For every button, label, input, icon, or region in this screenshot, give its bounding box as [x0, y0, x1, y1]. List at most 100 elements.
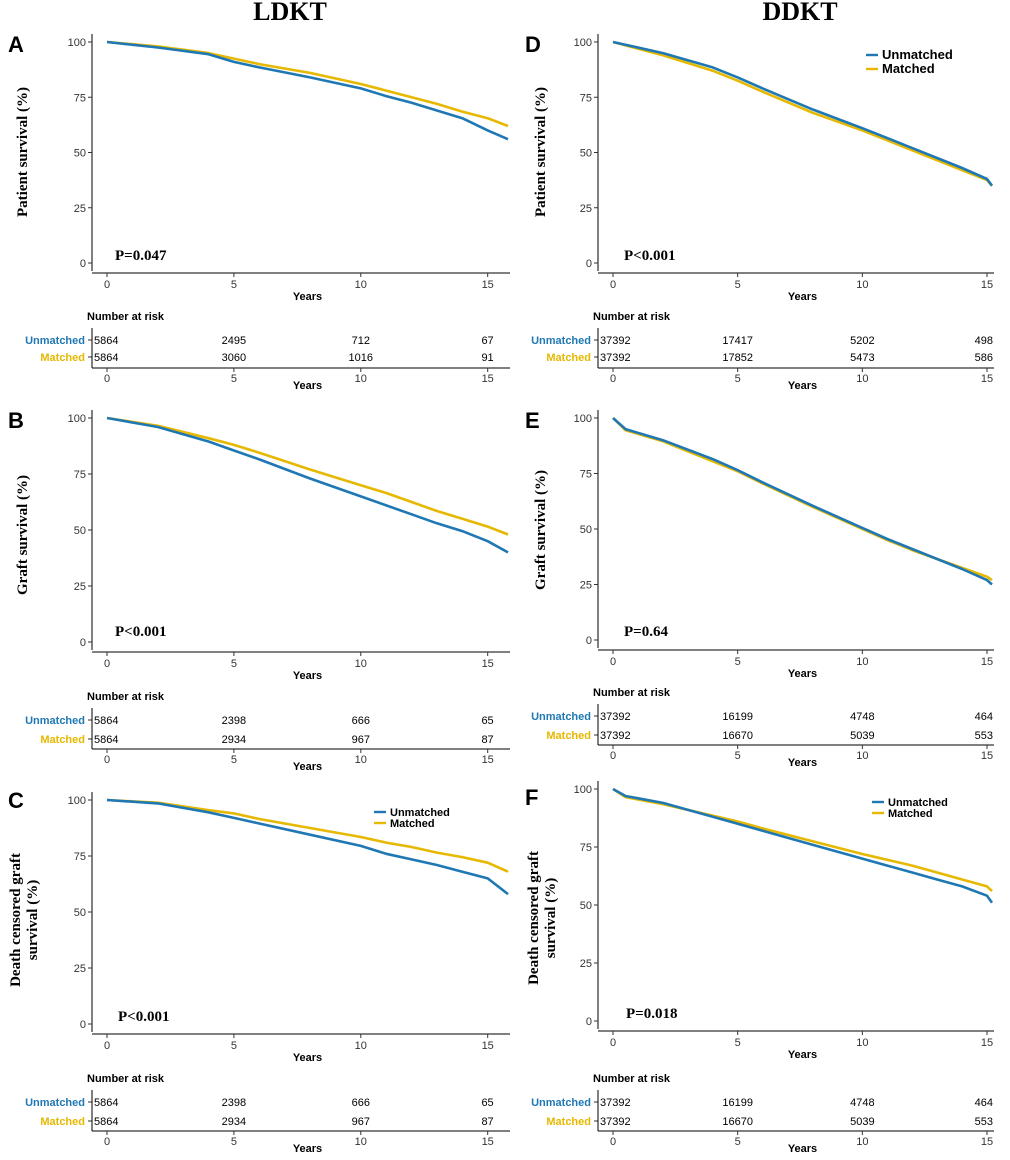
y-axis-title-line: Graft survival (%): [15, 475, 31, 595]
x-tick-label: 10: [355, 658, 367, 670]
risk-count-unmatched: 4748: [850, 711, 874, 723]
y-tick-label: 25: [74, 963, 86, 975]
y-tick-label: 25: [580, 580, 592, 592]
p-value: P=0.64: [624, 624, 668, 640]
risk-x-tick-label: 5: [735, 373, 741, 385]
risk-count-unmatched: 67: [481, 335, 493, 347]
x-axis-title: Years: [788, 668, 817, 680]
risk-row-label-unmatched: Unmatched: [531, 335, 591, 347]
y-tick-label: 100: [574, 37, 592, 49]
x-tick-label: 5: [735, 279, 741, 291]
y-tick-label: 0: [586, 635, 592, 647]
risk-count-matched: 17852: [722, 352, 753, 364]
risk-row-label-unmatched: Unmatched: [25, 335, 85, 347]
risk-count-matched: 2934: [222, 734, 246, 746]
risk-count-matched: 16670: [722, 1116, 753, 1128]
x-tick-label: 15: [981, 656, 993, 668]
x-tick-label: 0: [610, 279, 616, 291]
risk-count-unmatched: 464: [975, 1097, 993, 1109]
risk-count-unmatched: 16199: [722, 711, 753, 723]
y-axis-title: Patient survival (%): [15, 87, 31, 217]
risk-row-label-unmatched: Unmatched: [25, 715, 85, 727]
x-tick-label: 5: [735, 656, 741, 668]
x-tick-label: 0: [104, 279, 110, 291]
risk-count-matched: 553: [975, 1116, 993, 1128]
risk-x-axis-title: Years: [788, 380, 817, 392]
y-tick-label: 25: [580, 958, 592, 970]
y-tick-label: 75: [580, 842, 592, 854]
risk-x-tick-label: 15: [482, 754, 494, 766]
p-value: P<0.001: [624, 248, 675, 264]
legend-label-matched: Matched: [390, 818, 435, 830]
panel-label: A: [8, 32, 24, 57]
risk-x-tick-label: 0: [104, 373, 110, 385]
panel-label: F: [525, 785, 538, 810]
risk-count-matched: 1016: [349, 352, 373, 364]
risk-count-matched: 37392: [600, 730, 631, 742]
risk-count-matched: 5864: [94, 1116, 118, 1128]
y-tick-label: 0: [80, 637, 86, 649]
risk-count-matched: 5864: [94, 352, 118, 364]
y-tick-label: 100: [68, 37, 86, 49]
risk-count-unmatched: 464: [975, 711, 993, 723]
y-axis-title-line: Graft survival (%): [533, 470, 549, 590]
risk-count-matched: 87: [481, 734, 493, 746]
x-tick-label: 10: [856, 279, 868, 291]
x-axis-title: Years: [293, 670, 322, 682]
risk-count-matched: 37392: [600, 352, 631, 364]
survival-curve-matched: [612, 40, 993, 187]
risk-count-matched: 3060: [222, 352, 246, 364]
y-tick-label: 0: [80, 1019, 86, 1031]
x-tick-label: 15: [981, 279, 993, 291]
y-tick-label: 100: [68, 413, 86, 425]
y-tick-label: 75: [580, 469, 592, 481]
risk-count-matched: 586: [975, 352, 993, 364]
survival-curve-unmatched: [106, 416, 509, 554]
y-tick-label: 75: [74, 92, 86, 104]
x-tick-label: 10: [856, 656, 868, 668]
risk-x-tick-label: 10: [355, 1136, 367, 1148]
header-ddkt: DDKT: [762, 0, 837, 26]
risk-count-unmatched: 4748: [850, 1097, 874, 1109]
risk-x-tick-label: 10: [355, 754, 367, 766]
y-tick-label: 50: [580, 524, 592, 536]
survival-curve-unmatched: [106, 40, 509, 141]
p-value: P=0.047: [115, 248, 167, 264]
risk-count-matched: 967: [352, 734, 370, 746]
y-tick-label: 50: [580, 900, 592, 912]
x-tick-label: 5: [231, 1040, 237, 1052]
panel-label: E: [525, 408, 540, 433]
risk-x-tick-label: 15: [981, 750, 993, 762]
risk-count-matched: 91: [481, 352, 493, 364]
risk-x-axis-title: Years: [293, 761, 322, 773]
risk-count-unmatched: 2495: [222, 335, 246, 347]
risk-x-tick-label: 0: [610, 1136, 616, 1148]
risk-table-title: Number at risk: [87, 1073, 165, 1085]
risk-x-tick-label: 10: [856, 750, 868, 762]
risk-count-matched: 967: [352, 1116, 370, 1128]
x-tick-label: 0: [104, 658, 110, 670]
risk-count-matched: 5039: [850, 1116, 874, 1128]
x-tick-label: 0: [104, 1040, 110, 1052]
x-tick-label: 15: [482, 279, 494, 291]
p-value: P=0.018: [626, 1006, 677, 1022]
y-tick-label: 75: [74, 851, 86, 863]
y-tick-label: 100: [574, 784, 592, 796]
risk-count-unmatched: 37392: [600, 335, 631, 347]
legend-label-unmatched: Unmatched: [882, 47, 953, 62]
y-axis-title-line: survival (%): [543, 878, 559, 958]
p-value: P<0.001: [115, 624, 166, 640]
risk-table-title: Number at risk: [87, 311, 165, 323]
y-tick-label: 50: [74, 907, 86, 919]
panel-label: B: [8, 408, 24, 433]
risk-count-matched: 16670: [722, 730, 753, 742]
risk-count-matched: 37392: [600, 1116, 631, 1128]
risk-row-label-matched: Matched: [546, 730, 591, 742]
risk-table-title: Number at risk: [593, 311, 671, 323]
risk-count-matched: 2934: [222, 1116, 246, 1128]
risk-x-tick-label: 15: [482, 1136, 494, 1148]
risk-count-unmatched: 16199: [722, 1097, 753, 1109]
y-tick-label: 25: [74, 203, 86, 215]
